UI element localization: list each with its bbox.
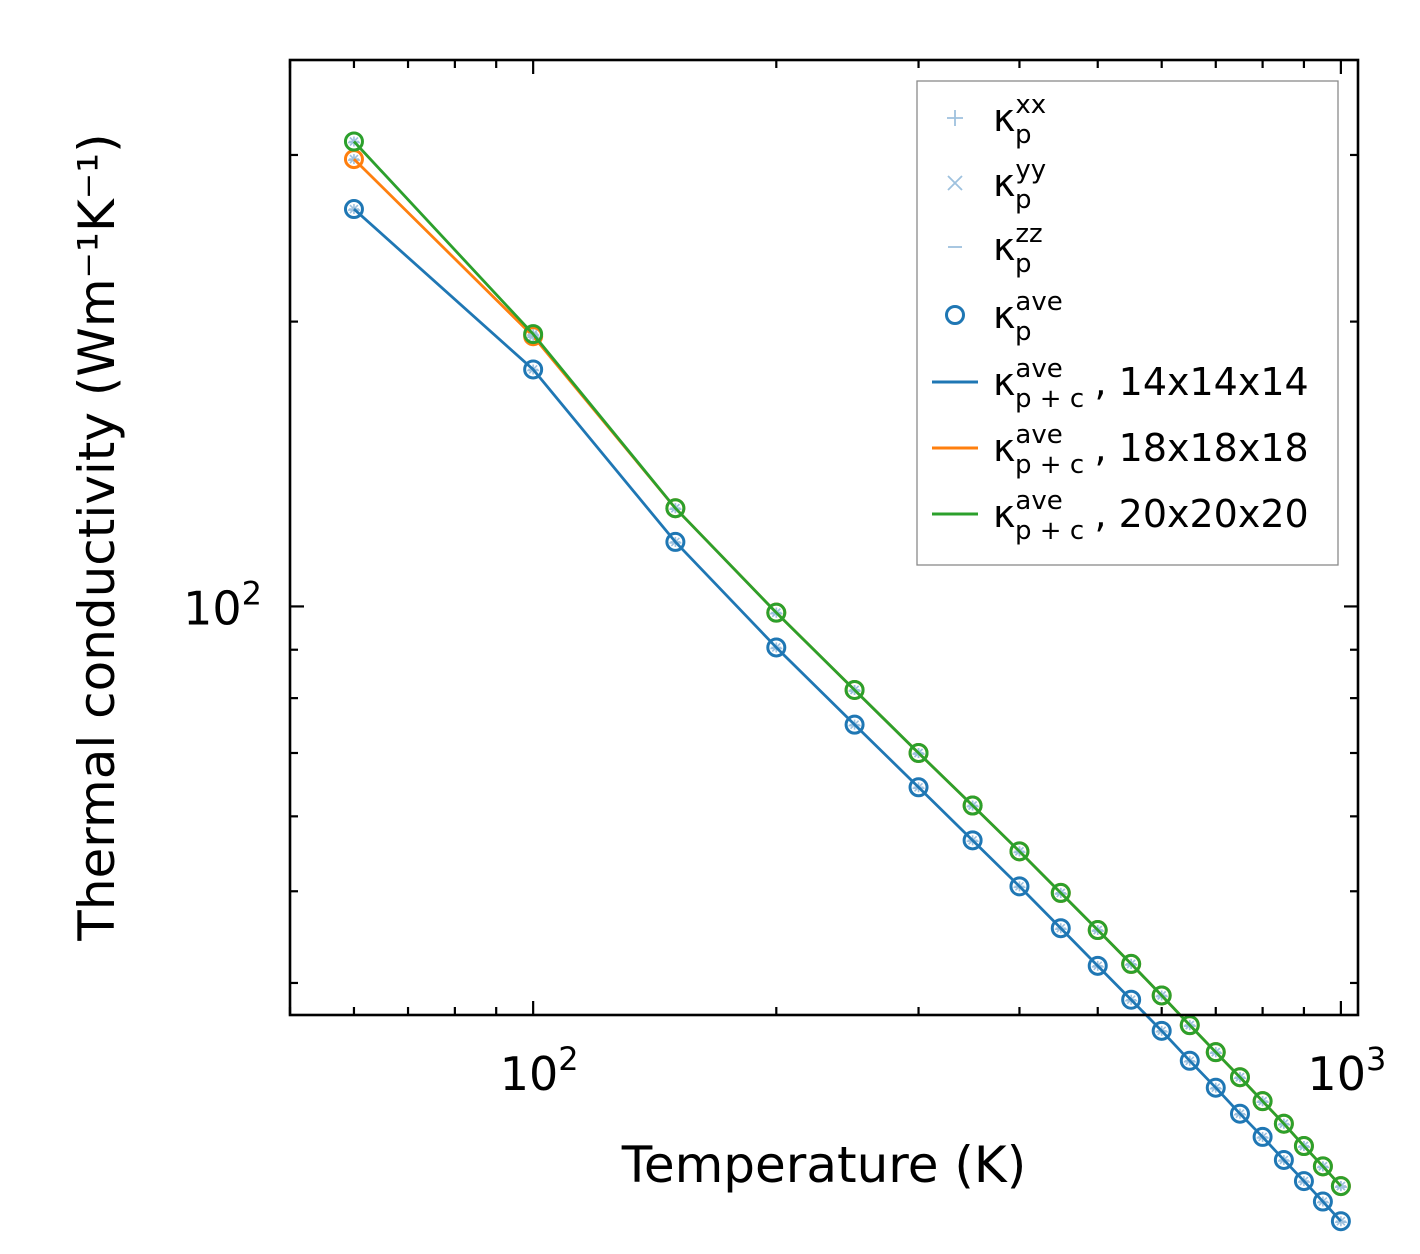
- series-point-20x20x20: [1229, 1067, 1250, 1088]
- series-point-20x20x20: [1050, 882, 1071, 903]
- series-point-14x14x14: [1087, 955, 1108, 976]
- legend-label: κxx p: [993, 90, 1046, 150]
- legend-label: κave p + c, 20x20x20: [993, 486, 1309, 546]
- series-point-20x20x20: [1009, 841, 1030, 862]
- series-point-14x14x14: [343, 199, 364, 220]
- y-axis-label: Thermal conductivity (Wm⁻¹K⁻¹): [68, 133, 126, 941]
- y-tick-label: 102: [183, 574, 262, 635]
- series-point-20x20x20: [1273, 1113, 1294, 1134]
- series-point-20x20x20: [844, 679, 865, 700]
- series-point-14x14x14: [1151, 1020, 1172, 1041]
- series-point-14x14x14: [844, 714, 865, 735]
- series-point-20x20x20: [343, 131, 364, 152]
- series-point-14x14x14: [1050, 918, 1071, 939]
- series-point-20x20x20: [1121, 953, 1142, 974]
- legend-label: κyy p: [993, 155, 1046, 215]
- series-point-14x14x14: [1121, 989, 1142, 1010]
- legend-label: κzz p: [993, 219, 1043, 279]
- series-point-14x14x14: [1179, 1050, 1200, 1071]
- axis-ticks: [288, 60, 1358, 1015]
- x-tick-label: 102: [500, 1040, 579, 1101]
- series-line-20x20x20: [352, 140, 1342, 1188]
- series-layer: [343, 131, 1351, 1232]
- series-point-20x20x20: [908, 742, 929, 763]
- plot-frame: [288, 58, 1360, 1017]
- series-point-20x20x20: [1205, 1042, 1226, 1063]
- series-point-20x20x20: [1151, 985, 1172, 1006]
- series-point-20x20x20: [962, 795, 983, 816]
- series-point-20x20x20: [523, 324, 544, 345]
- series-point-20x20x20: [766, 602, 787, 623]
- series-point-14x14x14: [523, 359, 544, 380]
- x-axis-label: Temperature (K): [621, 1136, 1026, 1194]
- series-point-14x14x14: [1330, 1211, 1351, 1232]
- series-point-20x20x20: [1252, 1091, 1273, 1112]
- series-point-14x14x14: [1229, 1103, 1250, 1124]
- series-point-14x14x14: [1312, 1191, 1333, 1212]
- series-point-20x20x20: [1293, 1136, 1314, 1157]
- legend-label: κave p + c, 14x14x14: [993, 354, 1309, 414]
- series-point-20x20x20: [1087, 920, 1108, 941]
- series-point-20x20x20: [1330, 1176, 1351, 1197]
- series-point-14x14x14: [1252, 1126, 1273, 1147]
- series-point-14x14x14: [1205, 1077, 1226, 1098]
- legend-circle-marker: [945, 305, 965, 325]
- legend-label: κave p: [993, 287, 1063, 347]
- legend-plus-marker: [947, 110, 963, 126]
- series-point-14x14x14: [1009, 876, 1030, 897]
- series-point-14x14x14: [1293, 1171, 1314, 1192]
- series-point-14x14x14: [908, 777, 929, 798]
- series-point-20x20x20: [1312, 1156, 1333, 1177]
- legend-cross-marker: [947, 175, 963, 191]
- series-point-20x20x20: [665, 498, 686, 519]
- series-point-14x14x14: [766, 637, 787, 658]
- tick-labels: 102 103 102: [183, 574, 1386, 1101]
- series-point-14x14x14: [1273, 1149, 1294, 1170]
- series-point-14x14x14: [665, 531, 686, 552]
- x-tick-label: 103: [1307, 1040, 1386, 1101]
- series-point-20x20x20: [1179, 1015, 1200, 1036]
- legend-label: κave p + c, 18x18x18: [993, 420, 1309, 480]
- legend-box: [916, 80, 1339, 566]
- series-line-14x14x14: [353, 208, 1342, 1223]
- series-point-14x14x14: [962, 830, 983, 851]
